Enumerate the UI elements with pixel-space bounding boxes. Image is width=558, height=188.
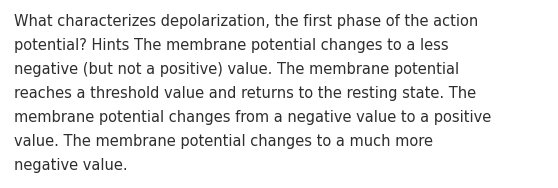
Text: negative (but not a positive) value. The membrane potential: negative (but not a positive) value. The… bbox=[14, 62, 459, 77]
Text: reaches a threshold value and returns to the resting state. The: reaches a threshold value and returns to… bbox=[14, 86, 476, 101]
Text: value. The membrane potential changes to a much more: value. The membrane potential changes to… bbox=[14, 134, 433, 149]
Text: What characterizes depolarization, the first phase of the action: What characterizes depolarization, the f… bbox=[14, 14, 478, 29]
Text: negative value.: negative value. bbox=[14, 158, 128, 173]
Text: potential? Hints The membrane potential changes to a less: potential? Hints The membrane potential … bbox=[14, 38, 449, 53]
Text: membrane potential changes from a negative value to a positive: membrane potential changes from a negati… bbox=[14, 110, 491, 125]
